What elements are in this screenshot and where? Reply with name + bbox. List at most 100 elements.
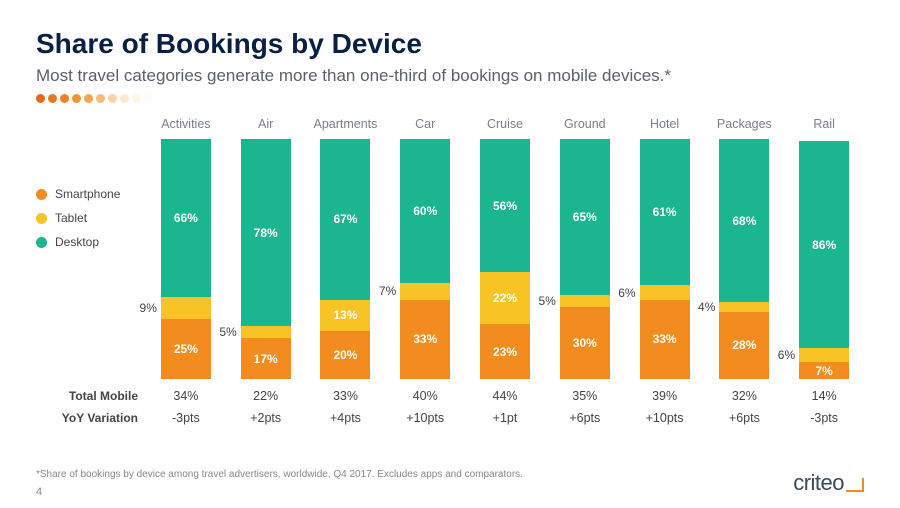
bar-segment: 4% (719, 302, 769, 312)
category-label: Activities (161, 117, 210, 139)
total-mobile-value: 32% (704, 385, 784, 407)
bar-segment: 67% (320, 139, 370, 300)
dot (48, 94, 57, 103)
bar-segment: 9% (161, 297, 211, 319)
bar-segment: 66% (161, 139, 211, 297)
summary-column: 35%+6pts (545, 385, 625, 429)
legend-label: Tablet (55, 211, 87, 225)
legend-item: Tablet (36, 211, 146, 225)
bar-segment: 6% (799, 348, 849, 362)
legend-item: Desktop (36, 235, 146, 249)
bar: 33%6% 61% (640, 139, 690, 379)
dot (108, 94, 117, 103)
bar: 30% 5% 65% (560, 139, 610, 379)
dot (132, 94, 141, 103)
category-label: Air (258, 117, 273, 139)
total-mobile-value: 33% (306, 385, 386, 407)
yoy-value: -3pts (784, 407, 864, 429)
segment-value: 61% (653, 205, 677, 219)
chart-column: Cruise23%22%56% (465, 117, 545, 385)
total-mobile-value: 39% (625, 385, 705, 407)
summary-column: 33%+4pts (306, 385, 386, 429)
bar-segment: 22% (480, 272, 530, 324)
summary-column: 22%+2pts (226, 385, 306, 429)
yoy-value: +10pts (385, 407, 465, 429)
segment-value: 28% (732, 338, 756, 352)
dot (36, 94, 45, 103)
row-label-total-mobile: Total Mobile (36, 385, 138, 407)
segment-value: 22% (493, 291, 517, 305)
bar-segment: 33% (640, 300, 690, 379)
legend: Smartphone Tablet Desktop (36, 117, 146, 385)
yoy-value: +6pts (704, 407, 784, 429)
bar-segment: 28% (719, 312, 769, 379)
segment-value: 17% (254, 352, 278, 366)
category-label: Hotel (650, 117, 679, 139)
total-mobile-value: 44% (465, 385, 545, 407)
segment-value: 66% (174, 211, 198, 225)
segment-value: 78% (254, 226, 278, 240)
bar-segment: 17% (241, 338, 291, 379)
dot (120, 94, 129, 103)
category-label: Packages (717, 117, 772, 139)
category-label: Rail (813, 117, 835, 139)
yoy-value: +6pts (545, 407, 625, 429)
chart-column: Apartments 20% 13% 67% (306, 117, 386, 385)
chart-column: Ground 30% 5% 65% (545, 117, 625, 385)
slide-title: Share of Bookings by Device (36, 28, 864, 60)
legend-swatch (36, 189, 47, 200)
bar: 25% 9% 66% (161, 139, 211, 379)
total-mobile-value: 14% (784, 385, 864, 407)
dot (60, 94, 69, 103)
segment-value: 86% (812, 238, 836, 252)
decorative-dots (36, 94, 864, 103)
yoy-value: -3pts (146, 407, 226, 429)
segment-value: 7% (368, 284, 396, 298)
bar-segment: 86% (799, 141, 849, 347)
segment-value: 6% (767, 348, 795, 362)
bar-segment: 78% (241, 139, 291, 326)
bar-segment: 7% (799, 362, 849, 379)
segment-value: 6% (608, 286, 636, 300)
total-mobile-value: 35% (545, 385, 625, 407)
summary-column: 14%-3pts (784, 385, 864, 429)
segment-value: 23% (493, 345, 517, 359)
bar-segment: 5% (560, 295, 610, 307)
summary-column: 44%+1pt (465, 385, 545, 429)
category-label: Cruise (487, 117, 523, 139)
chart-column: Activities 25% 9% 66% (146, 117, 226, 385)
segment-value: 5% (528, 294, 556, 308)
yoy-value: +10pts (625, 407, 705, 429)
chart-column: Hotel 33%6% 61% (625, 117, 705, 385)
bar-segment: 6% (640, 285, 690, 299)
stacked-bar-chart: Activities 25% 9% 66% Air 17% 5% 78% Apartments 2… (146, 117, 864, 385)
bar-segment: 20% (320, 331, 370, 379)
bar-segment: 60% (400, 139, 450, 283)
row-values: 34%-3pts22%+2pts33%+4pts40%+10pts44%+1pt… (146, 385, 864, 429)
legend-item: Smartphone (36, 187, 146, 201)
brand-accent-icon (846, 478, 864, 492)
segment-value: 25% (174, 342, 198, 356)
total-mobile-value: 34% (146, 385, 226, 407)
segment-value: 67% (333, 212, 357, 226)
segment-value: 9% (129, 301, 157, 315)
bar-segment: 25% (161, 319, 211, 379)
row-labels: Total Mobile YoY Variation (36, 385, 146, 429)
summary-column: 39%+10pts (625, 385, 705, 429)
segment-value: 65% (573, 210, 597, 224)
legend-swatch (36, 237, 47, 248)
dot (84, 94, 93, 103)
segment-value: 13% (333, 308, 357, 322)
bar-segment: 30% (560, 307, 610, 379)
category-label: Apartments (313, 117, 377, 139)
category-label: Ground (564, 117, 606, 139)
yoy-value: +4pts (306, 407, 386, 429)
total-mobile-value: 40% (385, 385, 465, 407)
legend-label: Smartphone (55, 187, 120, 201)
segment-value: 30% (573, 336, 597, 350)
bar-segment: 5% (241, 326, 291, 338)
total-mobile-value: 22% (226, 385, 306, 407)
bar-segment: 61% (640, 139, 690, 285)
bar-segment: 33% (400, 300, 450, 379)
bar: 23%22%56% (480, 139, 530, 379)
